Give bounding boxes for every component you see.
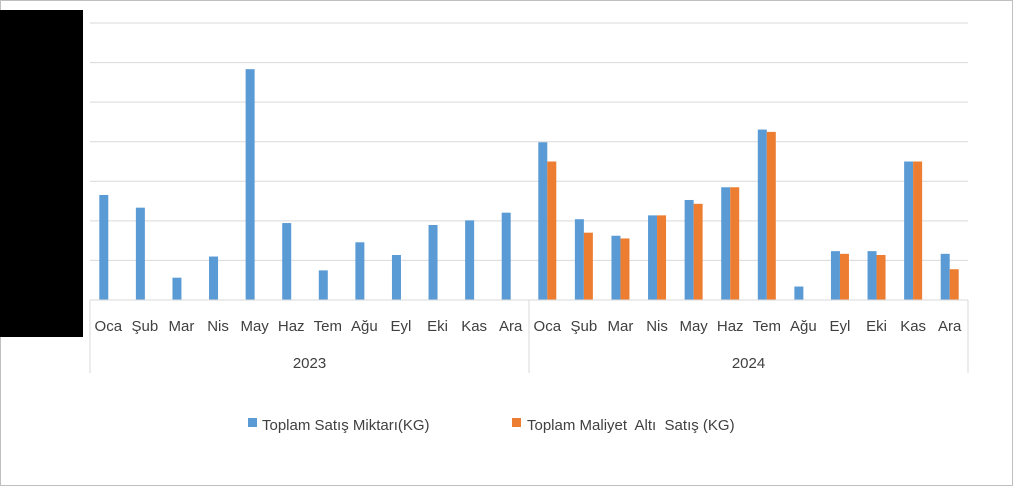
month-tick-label: Şub [571,318,598,335]
bar-series-0 [794,286,804,300]
legend: Toplam Satış Miktarı(KG) Toplam Maliyet … [248,417,735,434]
bar-series-0 [172,277,182,300]
bar-series-0 [465,220,475,300]
month-tick-label: Ağu [351,318,378,335]
bars [99,69,959,301]
month-tick-label: May [240,318,269,335]
bar-series-1 [839,253,849,300]
bar-series-1 [876,254,886,300]
month-tick-label: Nis [646,318,668,335]
bar-series-0 [867,251,877,300]
month-tick-label: Ara [938,318,962,335]
bar-series-1 [620,238,630,300]
month-tick-label: Eki [427,318,448,335]
month-tick-label: May [679,318,708,335]
legend-label-maliyet-alti-satis: Toplam Maliyet Altı Satış (KG) [527,417,735,434]
month-tick-label: Kas [461,318,487,335]
bar-series-0 [904,161,914,300]
month-tick-label: Tem [314,318,342,335]
legend-swatch-maliyet-alti-satis [512,418,521,427]
bar-series-0 [391,254,401,300]
month-tick-label: Mar [608,318,634,335]
legend-swatch-satis-miktari [248,418,257,427]
month-tick-label: Ara [499,318,523,335]
redacted-axis-block [0,10,83,337]
legend-label-satis-miktari: Toplam Satış Miktarı(KG) [262,417,430,434]
bar-series-0 [684,199,694,300]
month-tick-label: Eyl [830,318,851,335]
bar-series-1 [913,161,923,300]
month-tick-label: Eki [866,318,887,335]
year-group-label: 2024 [732,355,765,372]
bar-series-0 [135,207,145,300]
bar-series-0 [318,270,328,300]
bar-series-1 [949,269,959,300]
bar-series-0 [830,251,840,300]
month-tick-label: Ağu [790,318,817,335]
bar-series-0 [721,187,731,300]
bar-series-1 [730,187,740,300]
bar-series-1 [766,131,776,300]
month-tick-label: Mar [169,318,195,335]
month-tick-label: Kas [900,318,926,335]
bar-series-0 [611,235,621,300]
bar-series-1 [547,161,557,300]
bar-series-0 [501,212,511,300]
bar-series-0 [209,256,219,300]
month-tick-label: Eyl [391,318,412,335]
bar-series-0 [245,69,255,301]
month-tick-label: Haz [278,318,305,335]
bar-series-1 [583,232,593,300]
month-tick-label: Haz [717,318,744,335]
month-tick-label: Oca [95,318,123,335]
bar-series-0 [355,242,365,300]
month-tick-label: Oca [534,318,562,335]
bar-series-0 [99,194,109,300]
bar-series-0 [538,142,548,300]
month-tick-label: Tem [753,318,781,335]
month-tick-label: Şub [132,318,159,335]
bar-series-1 [693,203,703,300]
category-axis: Oca Şub Mar Nis May Haz Tem Ağu Eyl Eki Kas Ara 2023… [89,299,969,373]
month-tick-label: Nis [207,318,229,335]
bar-series-1 [657,215,667,300]
bar-series-0 [282,223,292,300]
bar-series-0 [940,253,950,300]
bar-series-0 [428,224,438,300]
bar-series-0 [574,219,584,300]
year-group-label: 2023 [293,355,326,372]
bar-series-0 [648,215,658,300]
bar-series-0 [757,129,767,300]
